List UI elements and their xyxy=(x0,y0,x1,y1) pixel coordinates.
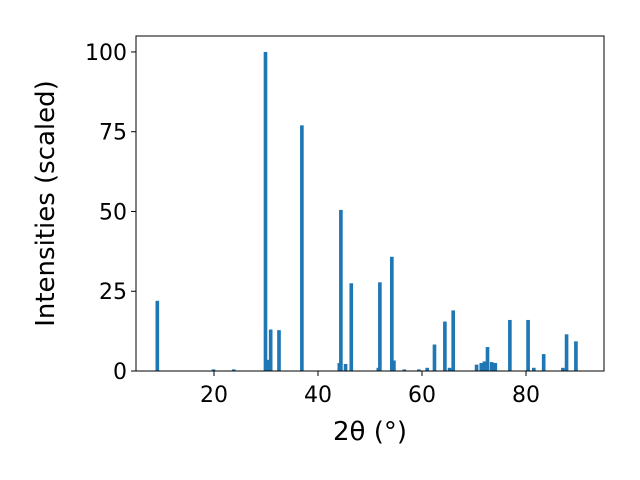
bar xyxy=(300,125,304,371)
x-tick-label: 40 xyxy=(304,383,332,408)
x-tick-label: 60 xyxy=(408,383,436,408)
bar xyxy=(417,369,421,371)
bar xyxy=(531,367,536,371)
plot-frame xyxy=(135,35,605,372)
bar xyxy=(451,310,456,371)
y-tick-label: 100 xyxy=(85,41,127,66)
bar xyxy=(443,321,447,371)
x-tick-label: 20 xyxy=(200,383,228,408)
bar xyxy=(392,360,396,371)
bar xyxy=(508,319,512,371)
bar xyxy=(390,256,394,371)
bar xyxy=(343,363,348,371)
x-tick-label: 80 xyxy=(512,383,540,408)
bar xyxy=(277,330,281,371)
bar xyxy=(489,362,494,371)
bar xyxy=(339,209,343,371)
bar xyxy=(425,367,430,371)
bar xyxy=(493,363,498,371)
y-tick-label: 25 xyxy=(99,280,127,305)
x-axis: 20 40 60 80 xyxy=(200,371,540,408)
bar xyxy=(263,51,268,371)
bar xyxy=(349,283,354,371)
bars-group xyxy=(155,51,578,371)
bar xyxy=(402,369,407,371)
y-tick-label: 50 xyxy=(99,200,127,225)
y-tick-label: 0 xyxy=(113,360,127,385)
bar xyxy=(564,334,569,371)
bar xyxy=(155,300,160,371)
bar xyxy=(268,329,273,371)
bar xyxy=(447,367,452,371)
bar xyxy=(211,369,216,371)
bar xyxy=(474,364,479,371)
y-tick-label: 75 xyxy=(99,121,127,146)
bar xyxy=(479,363,484,371)
bar xyxy=(266,359,270,371)
bar xyxy=(526,319,530,371)
bar xyxy=(574,341,578,371)
y-axis: 0 25 50 75 100 xyxy=(85,41,136,385)
y-axis-label: Intensities (scaled) xyxy=(31,80,61,327)
bar xyxy=(485,347,490,371)
bar xyxy=(432,344,437,371)
bar xyxy=(378,282,382,371)
bar xyxy=(541,354,546,371)
bar xyxy=(231,369,236,371)
bar xyxy=(561,367,565,371)
bar xyxy=(482,361,487,371)
x-axis-label: 2θ (°) xyxy=(333,417,407,447)
